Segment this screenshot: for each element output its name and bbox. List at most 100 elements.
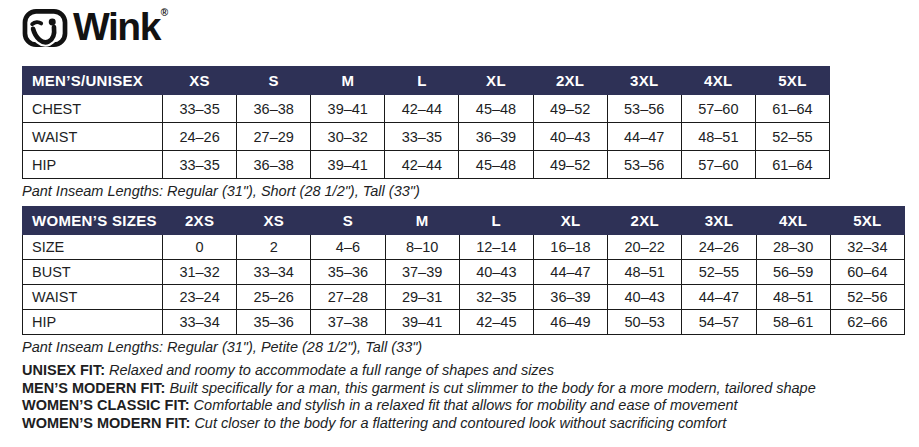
measurement-cell: 58–61 (756, 310, 830, 335)
measurement-cell: 52–56 (830, 285, 904, 310)
measurement-cell: 44–47 (682, 285, 756, 310)
measurement-cell: 36–39 (459, 123, 533, 151)
fit-note-label: UNISEX FIT: (22, 362, 105, 378)
table-row: SIZE024–68–1012–1416–1820–2224–2628–3032… (23, 235, 905, 260)
measurement-cell: 42–44 (385, 151, 459, 179)
table-title-cell: WOMEN’S SIZES (23, 207, 163, 235)
measurement-cell: 2 (237, 235, 311, 260)
measurement-cell: 0 (163, 235, 237, 260)
measurement-cell: 28–30 (756, 235, 830, 260)
measurement-cell: 36–39 (533, 285, 607, 310)
size-column-header: 2XL (608, 207, 682, 235)
measurement-cell: 44–47 (607, 123, 681, 151)
measurement-cell: 36–38 (237, 151, 311, 179)
row-label-cell: HIP (23, 310, 163, 335)
size-column-header: 3XL (682, 207, 756, 235)
womens-size-table: WOMEN’S SIZES2XSXSSMLXL2XL3XL4XL5XLSIZE0… (22, 206, 905, 335)
table-row: HIP33–3536–3839–4142–4445–4849–5253–5657… (23, 151, 830, 179)
row-label-cell: HIP (23, 151, 163, 179)
measurement-cell: 32–34 (830, 235, 904, 260)
size-column-header: XS (237, 207, 311, 235)
measurement-cell: 24–26 (682, 235, 756, 260)
table-row: CHEST33–3536–3839–4142–4445–4849–5253–56… (23, 95, 830, 123)
size-column-header: 3XL (607, 67, 681, 95)
measurement-cell: 35–36 (311, 260, 385, 285)
measurement-cell: 49–52 (533, 151, 607, 179)
measurement-cell: 39–41 (385, 310, 459, 335)
measurement-cell: 45–48 (459, 95, 533, 123)
fit-note-label: WOMEN’S MODERN FIT: (22, 415, 190, 431)
table-header-row: WOMEN’S SIZES2XSXSSMLXL2XL3XL4XL5XL (23, 207, 905, 235)
fit-note-label: MEN’S MODERN FIT: (22, 380, 165, 396)
measurement-cell: 40–43 (459, 260, 533, 285)
measurement-cell: 42–45 (459, 310, 533, 335)
size-column-header: M (385, 207, 459, 235)
measurement-cell: 44–47 (533, 260, 607, 285)
measurement-cell: 48–51 (608, 260, 682, 285)
table-row: HIP33–3435–3637–3839–4142–4546–4950–5354… (23, 310, 905, 335)
table-header-row: MEN’S/UNISEXXSSMLXL2XL3XL4XL5XL (23, 67, 830, 95)
measurement-cell: 53–56 (607, 151, 681, 179)
size-column-header: M (311, 67, 385, 95)
size-column-header: XL (533, 207, 607, 235)
measurement-cell: 40–43 (533, 123, 607, 151)
measurement-cell: 20–22 (608, 235, 682, 260)
brand-name: Wink (73, 6, 160, 48)
fit-notes: UNISEX FIT: Relaxed and roomy to accommo… (22, 362, 905, 432)
size-column-header: 2XS (163, 207, 237, 235)
measurement-cell: 61–64 (755, 151, 829, 179)
row-label-cell: BUST (23, 260, 163, 285)
size-column-header: XS (163, 67, 237, 95)
measurement-cell: 24–26 (163, 123, 237, 151)
measurement-cell: 27–29 (237, 123, 311, 151)
table-row: WAIST23–2425–2627–2829–3132–3536–3940–43… (23, 285, 905, 310)
measurement-cell: 33–35 (163, 95, 237, 123)
measurement-cell: 39–41 (311, 151, 385, 179)
measurement-cell: 46–49 (533, 310, 607, 335)
measurement-cell: 45–48 (459, 151, 533, 179)
measurement-cell: 33–34 (237, 260, 311, 285)
measurement-cell: 53–56 (607, 95, 681, 123)
mens-unisex-size-table: MEN’S/UNISEXXSSMLXL2XL3XL4XL5XLCHEST33–3… (22, 66, 830, 179)
fit-note-text: Cut closer to the body for a flattering … (190, 415, 726, 431)
measurement-cell: 54–57 (682, 310, 756, 335)
fit-note: MEN’S MODERN FIT: Built specifically for… (22, 380, 905, 398)
measurement-cell: 57–60 (681, 95, 755, 123)
measurement-cell: 57–60 (681, 151, 755, 179)
measurement-cell: 29–31 (385, 285, 459, 310)
measurement-cell: 4–6 (311, 235, 385, 260)
measurement-cell: 52–55 (682, 260, 756, 285)
measurement-cell: 33–34 (163, 310, 237, 335)
mens-inseam-note: Pant Inseam Lengths: Regular (31"), Shor… (22, 183, 905, 199)
measurement-cell: 61–64 (755, 95, 829, 123)
size-column-header: 5XL (755, 67, 829, 95)
measurement-cell: 36–38 (237, 95, 311, 123)
measurement-cell: 8–10 (385, 235, 459, 260)
size-column-header: 5XL (830, 207, 904, 235)
measurement-cell: 27–28 (311, 285, 385, 310)
row-label-cell: WAIST (23, 123, 163, 151)
measurement-cell: 33–35 (385, 123, 459, 151)
size-column-header: S (311, 207, 385, 235)
registered-trademark-symbol: ® (161, 7, 168, 18)
measurement-cell: 32–35 (459, 285, 533, 310)
size-column-header: 4XL (756, 207, 830, 235)
size-column-header: L (385, 67, 459, 95)
row-label-cell: SIZE (23, 235, 163, 260)
row-label-cell: CHEST (23, 95, 163, 123)
measurement-cell: 48–51 (681, 123, 755, 151)
measurement-cell: 30–32 (311, 123, 385, 151)
fit-note-text: Relaxed and roomy to accommodate a full … (105, 362, 554, 378)
table-row: BUST31–3233–3435–3637–3940–4344–4748–515… (23, 260, 905, 285)
measurement-cell: 40–43 (608, 285, 682, 310)
measurement-cell: 33–35 (163, 151, 237, 179)
size-column-header: 4XL (681, 67, 755, 95)
measurement-cell: 12–14 (459, 235, 533, 260)
fit-note-text: Comfortable and stylish in a relaxed fit… (190, 397, 738, 413)
table-title-cell: MEN’S/UNISEX (23, 67, 163, 95)
measurement-cell: 48–51 (756, 285, 830, 310)
size-column-header: 2XL (533, 67, 607, 95)
size-column-header: S (237, 67, 311, 95)
measurement-cell: 25–26 (237, 285, 311, 310)
size-column-header: L (459, 207, 533, 235)
